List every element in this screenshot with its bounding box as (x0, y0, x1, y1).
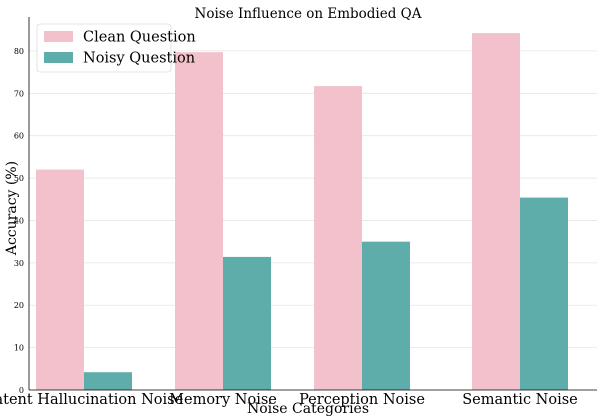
bar-clean-0 (36, 169, 84, 390)
bars (36, 33, 568, 391)
bar-noisy-3 (520, 197, 568, 390)
bar-noisy-1 (223, 256, 271, 390)
axes (28, 17, 597, 391)
x-tick-label: Memory Noise (169, 392, 277, 408)
y-tick-label: 30 (14, 259, 24, 268)
x-tick-label: Perception Noise (299, 392, 425, 408)
chart-title: Noise Influence on Embodied QA (195, 6, 422, 22)
legend-swatch-noisy-question (44, 52, 73, 63)
bar-noisy-2 (362, 241, 410, 390)
y-tick-label: 20 (14, 301, 24, 310)
y-tick-label: 0 (19, 386, 24, 395)
y-tick-label: 70 (14, 89, 24, 98)
y-tick-labels: 0 10 20 30 40 50 60 70 80 (14, 47, 24, 395)
gridlines (29, 50, 597, 349)
legend-label-clean-question: Clean Question (83, 30, 196, 46)
y-tick-label: 10 (14, 344, 24, 353)
legend: Clean Question Noisy Question (36, 23, 196, 73)
y-tick-label: 80 (14, 47, 24, 56)
y-tick-label: 40 (14, 216, 24, 225)
legend-swatch-clean-question (44, 31, 73, 42)
bar-noisy-0 (84, 372, 132, 390)
y-tick-label: 50 (14, 174, 24, 183)
bar-clean-2 (314, 86, 362, 390)
x-tick-label: Latent Hallucination Noise (0, 392, 183, 408)
y-axis-title: Accuracy (%) (4, 161, 20, 256)
x-axis-title: Noise Categories (247, 401, 369, 417)
bar-clean-3 (472, 33, 520, 391)
y-tick-label: 60 (14, 132, 24, 141)
bar-clean-1 (175, 52, 223, 390)
legend-label-noisy-question: Noisy Question (83, 51, 195, 67)
x-tick-label: Semantic Noise (462, 392, 578, 408)
